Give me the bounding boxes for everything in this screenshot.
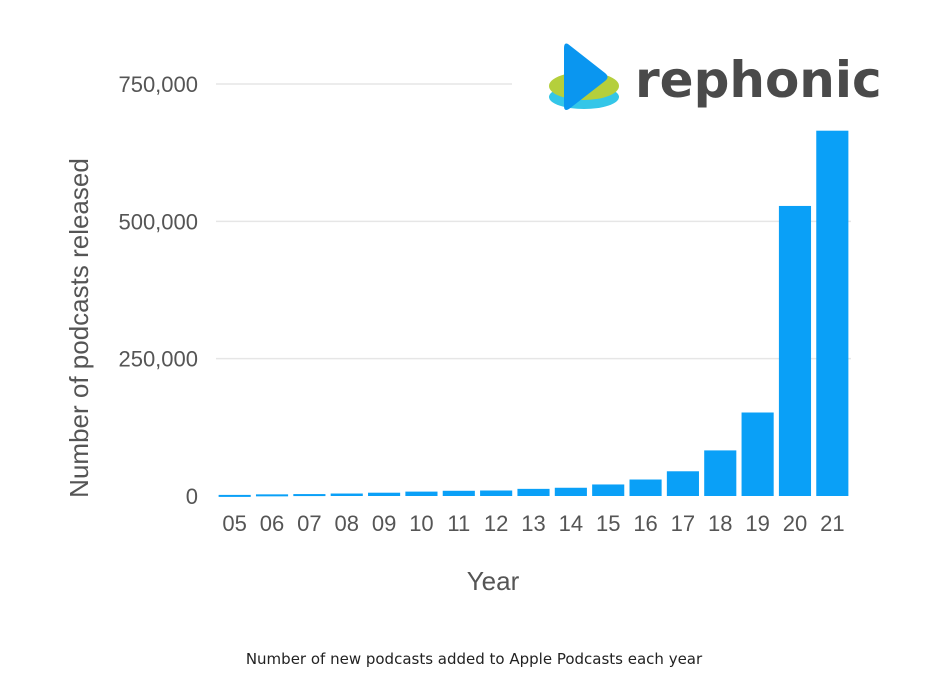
y-tick-label: 0 <box>186 484 198 509</box>
play-icon <box>564 43 608 110</box>
figure-caption: Number of new podcasts added to Apple Po… <box>245 650 703 668</box>
bar-15 <box>592 484 625 496</box>
x-tick-label: 14 <box>559 511 583 536</box>
bar-21 <box>816 130 849 496</box>
bar-06 <box>255 494 289 497</box>
x-tick-label: 07 <box>297 511 321 536</box>
bar-13 <box>517 488 550 496</box>
rephonic-logo-icon <box>549 43 619 110</box>
x-tick-label: 21 <box>820 511 844 536</box>
bar-17 <box>666 471 699 496</box>
rephonic-logo-text: rephonic <box>635 51 882 109</box>
bar-20 <box>778 205 812 496</box>
x-tick-label: 18 <box>708 511 732 536</box>
bar-11 <box>442 490 475 496</box>
rephonic-logo: rephonic <box>549 43 882 110</box>
x-tick-label: 06 <box>260 511 284 536</box>
bar-16 <box>629 479 662 496</box>
bar-05 <box>218 494 251 497</box>
x-tick-label: 12 <box>484 511 508 536</box>
x-tick-label: 09 <box>372 511 396 536</box>
bar-12 <box>480 490 513 496</box>
bar-07 <box>293 494 326 497</box>
x-tick-label: 13 <box>521 511 545 536</box>
bar-19 <box>741 412 774 496</box>
x-tick-label: 20 <box>783 511 807 536</box>
x-tick-label: 17 <box>671 511 695 536</box>
x-tick-label: 16 <box>633 511 657 536</box>
x-axis-title: Year <box>467 566 520 596</box>
x-tick-label: 11 <box>447 511 470 536</box>
gridlines <box>216 83 851 360</box>
bar-09 <box>368 492 401 496</box>
y-axis-ticks: 0 250,000 500,000 750,000 <box>118 72 198 509</box>
x-tick-label: 05 <box>222 511 246 536</box>
bar-10 <box>405 491 438 496</box>
x-tick-label: 10 <box>409 511 433 536</box>
x-tick-label: 15 <box>596 511 620 536</box>
y-axis-title: Number of podcasts released <box>64 158 94 498</box>
bars <box>218 130 849 497</box>
x-tick-label: 19 <box>745 511 769 536</box>
bar-08 <box>330 493 363 496</box>
y-tick-label: 250,000 <box>118 347 198 372</box>
y-tick-label: 500,000 <box>118 209 198 234</box>
bar-18 <box>704 450 737 496</box>
x-axis-ticks: 05 06 07 08 09 10 11 12 13 14 15 16 17 18 19 20 21 <box>222 511 844 536</box>
x-tick-label: 08 <box>334 511 358 536</box>
y-tick-label: 750,000 <box>118 72 198 97</box>
bar-14 <box>554 487 587 496</box>
